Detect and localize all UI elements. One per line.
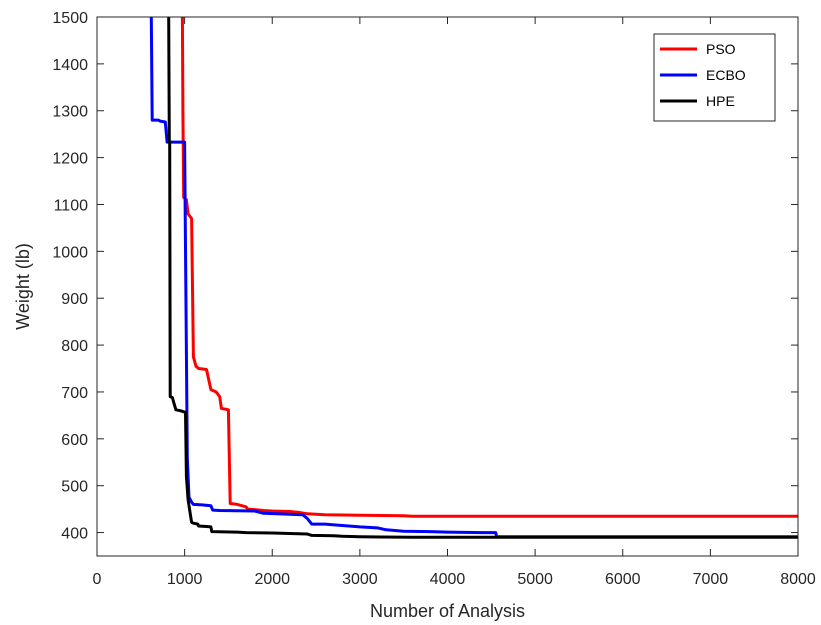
y-tick-label: 1500 <box>52 10 88 27</box>
series-layer <box>149 17 798 539</box>
series-line-pso <box>180 17 798 518</box>
series-line-hpe <box>167 17 798 539</box>
x-tick-label: 7000 <box>693 571 729 588</box>
y-tick-label: 600 <box>61 432 88 449</box>
y-tick-label: 1400 <box>52 57 88 74</box>
y-tick-label: 500 <box>61 479 88 496</box>
x-tick-label: 8000 <box>780 571 816 588</box>
x-tick-label: 0 <box>93 571 102 588</box>
x-tick-label: 4000 <box>430 571 466 588</box>
y-tick-label: 800 <box>61 338 88 355</box>
legend-label-ecbo: ECBO <box>706 67 746 83</box>
y-ticks: 400 500 600 700 800 900 1000 1100 1200 1300 1400 15… <box>52 10 798 543</box>
y-axis-label: Weight (lb) <box>13 243 33 330</box>
x-tick-label: 3000 <box>342 571 378 588</box>
x-tick-label: 6000 <box>605 571 641 588</box>
y-tick-label: 1000 <box>52 244 88 261</box>
legend-label-pso: PSO <box>706 41 736 57</box>
y-tick-label: 1200 <box>52 151 88 168</box>
x-tick-label: 5000 <box>517 571 553 588</box>
y-tick-label: 900 <box>61 291 88 308</box>
y-tick-label: 400 <box>61 526 88 543</box>
y-tick-label: 700 <box>61 385 88 402</box>
x-tick-label: 2000 <box>254 571 290 588</box>
x-tick-label: 1000 <box>167 571 203 588</box>
y-tick-label: 1100 <box>54 197 89 214</box>
series-line-ecbo <box>149 17 798 539</box>
legend: PSO ECBO HPE <box>653 33 776 122</box>
x-ticks: 0 1000 2000 3000 4000 5000 6000 7000 8000 <box>93 17 816 588</box>
x-axis-label: Number of Analysis <box>370 601 525 621</box>
legend-label-hpe: HPE <box>706 93 735 109</box>
y-tick-label: 1300 <box>52 104 88 121</box>
